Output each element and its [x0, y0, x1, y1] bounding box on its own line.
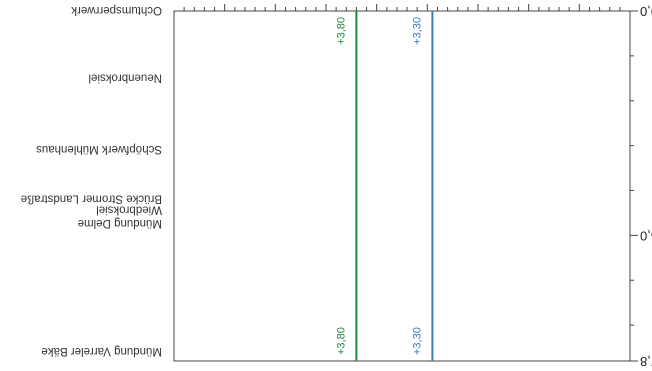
- series-value-label-top: +3,80: [335, 327, 347, 355]
- x-axis-ticks: [183, 4, 621, 11]
- location-labels: Ochtumsperrwerk Neuenbroksiel Schöpfwerk M…: [21, 4, 162, 357]
- location-label: Neuenbroksiel: [88, 71, 162, 83]
- y-tick-label: 7,8: [640, 354, 652, 369]
- plot-frame: [173, 10, 631, 362]
- location-label: Schöpfwerk Mühlenhaus: [36, 143, 162, 155]
- location-label: Mündung Delme: [78, 217, 162, 229]
- location-label: Brücke Stromer Landstraße: [21, 192, 162, 204]
- location-label: Ochtumsperrwerk: [71, 4, 162, 16]
- series-value-label-bottom: +3,30: [411, 17, 423, 45]
- y-axis-ticks: 0,0 5,0 7,8: [630, 4, 652, 369]
- series-group: +3,80 +3,80 +3,30 +3,30: [335, 11, 434, 361]
- location-label: Mündung Varreler Bäke: [41, 345, 162, 357]
- series-value-label-bottom: +3,80: [335, 17, 347, 45]
- y-tick-label: 0,0: [640, 4, 652, 19]
- location-label: Wiedbroksiel: [96, 204, 162, 216]
- y-tick-label: 5,0: [640, 228, 652, 243]
- series-value-label-top: +3,30: [411, 327, 423, 355]
